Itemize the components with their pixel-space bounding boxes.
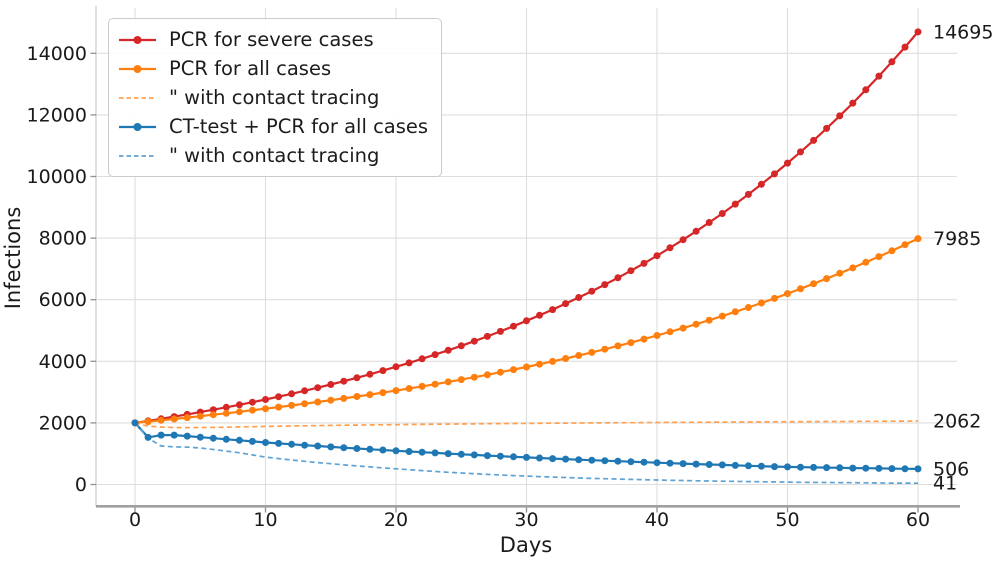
y-tick-label: 2000: [39, 412, 87, 434]
y-axis: 0 2000 4000 6000 8000 10000 12000 14000: [27, 43, 96, 496]
x-tick-label: 0: [129, 509, 141, 531]
end-value-label: 14695: [933, 21, 993, 43]
legend-item-label: CT-test + PCR for all cases: [169, 114, 429, 138]
x-tick-label: 60: [906, 509, 930, 531]
x-tick-label: 30: [514, 509, 538, 531]
end-value-label: 41: [933, 473, 957, 495]
legend-item-ct-pcr-all: CT-test + PCR for all cases: [119, 112, 428, 141]
x-axis-label: Days: [500, 533, 552, 557]
legend-item-label: PCR for all cases: [169, 56, 332, 80]
legend-line-sample-icon: [119, 88, 156, 108]
end-value-label: 2062: [933, 410, 981, 432]
legend-line-sample-icon: [119, 146, 156, 166]
y-tick-label: 10000: [27, 166, 87, 188]
legend-item-label: " with contact tracing: [169, 85, 380, 109]
y-tick-label: 8000: [39, 228, 87, 250]
legend-line-sample-icon: [119, 59, 156, 79]
legend-line-sample-icon: [119, 117, 156, 137]
legend-item-label: " with contact tracing: [169, 143, 380, 167]
legend-item-ct-pcr-tracing: " with contact tracing: [119, 141, 428, 170]
y-axis-label: Infections: [1, 207, 25, 310]
legend-item-pcr-severe: PCR for severe cases: [119, 25, 428, 54]
x-axis: 0 10 20 30 40 50 60: [129, 507, 930, 531]
legend: PCR for severe cases PCR for all cases "…: [108, 18, 443, 177]
legend-line-sample-icon: [119, 30, 156, 50]
series-line-pcr-for-all-cases-with-contact-tracing: [134, 420, 919, 429]
end-value-label: 7985: [933, 228, 981, 250]
x-tick-label: 40: [645, 509, 669, 531]
x-tick-label: 50: [775, 509, 799, 531]
legend-item-pcr-all: PCR for all cases: [119, 54, 428, 83]
series-markers-pcr-for-all-cases: [131, 235, 922, 427]
legend-item-pcr-all-tracing: " with contact tracing: [119, 83, 428, 112]
x-tick-label: 20: [384, 509, 408, 531]
y-tick-label: 0: [75, 474, 87, 496]
series-markers-ct-test-pcr-for-all-cases: [131, 419, 922, 473]
y-tick-label: 6000: [39, 289, 87, 311]
y-tick-label: 14000: [27, 43, 87, 65]
x-tick-label: 10: [253, 509, 277, 531]
end-value-label: 506: [933, 458, 969, 480]
legend-item-label: PCR for severe cases: [169, 27, 374, 51]
y-tick-label: 12000: [27, 104, 87, 126]
y-tick-label: 4000: [39, 351, 87, 373]
